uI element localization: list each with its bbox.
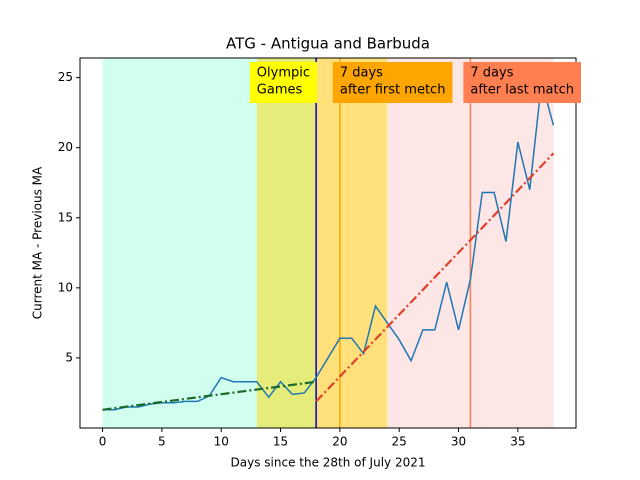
chart-title: ATG - Antigua and Barbuda bbox=[226, 35, 430, 53]
plot-frame bbox=[79, 57, 577, 429]
annotation-text: Olympic bbox=[257, 66, 310, 81]
x-tick-label: 5 bbox=[158, 435, 166, 449]
annotation-text: after first metch bbox=[340, 83, 446, 98]
x-tick-label: 20 bbox=[332, 435, 347, 449]
x-tick-label: 15 bbox=[273, 435, 288, 449]
y-tick-label: 5 bbox=[65, 350, 73, 364]
x-tick-label: 10 bbox=[214, 435, 229, 449]
shaded-span bbox=[316, 58, 388, 428]
annotation-box bbox=[332, 62, 453, 103]
annotation-box bbox=[249, 62, 318, 103]
annotation: 7 days after first metch bbox=[332, 62, 453, 103]
x-axis-label: Days since the 28th of July 2021 bbox=[231, 456, 426, 470]
annotation: Olympic Games bbox=[249, 62, 318, 103]
trend-line bbox=[315, 152, 555, 403]
y-tick-label: 25 bbox=[58, 70, 73, 84]
y-tick-label: 10 bbox=[58, 280, 73, 294]
x-tick-label: 35 bbox=[510, 435, 525, 449]
x-tick-label: 30 bbox=[451, 435, 466, 449]
data-line bbox=[102, 81, 555, 411]
shaded-span bbox=[256, 58, 317, 428]
annotation-text: after last match bbox=[470, 83, 574, 98]
x-tick-label: 0 bbox=[99, 435, 107, 449]
y-tick-label: 20 bbox=[58, 140, 73, 154]
annotation-text: 7 days bbox=[470, 66, 513, 81]
y-tick-label: 15 bbox=[58, 210, 73, 224]
x-tick-label: 25 bbox=[392, 435, 407, 449]
annotation-text: Games bbox=[257, 83, 303, 98]
trend-line bbox=[102, 380, 317, 411]
annotation: 7 days after last match bbox=[463, 62, 581, 103]
y-axis-label: Current MA - Previous MA bbox=[31, 166, 45, 319]
annotation-text: 7 days bbox=[340, 66, 383, 81]
annotation-box bbox=[463, 62, 581, 103]
shaded-span bbox=[102, 58, 257, 428]
